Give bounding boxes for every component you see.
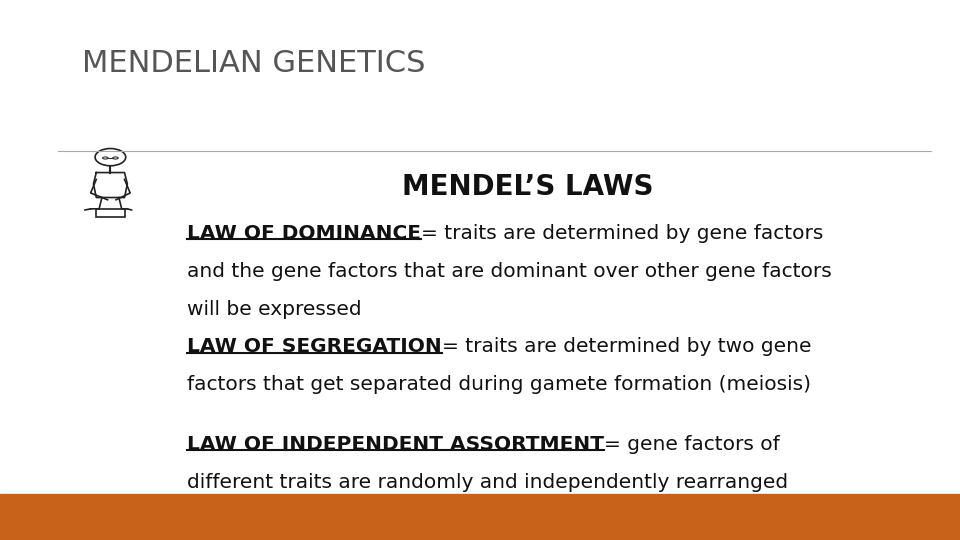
Bar [96, 209, 125, 217]
Text: LAW OF INDEPENDENT ASSORTMENT: LAW OF INDEPENDENT ASSORTMENT [187, 435, 604, 454]
Text: LAW OF DOMINANCE: LAW OF DOMINANCE [187, 224, 421, 243]
Text: different traits are randomly and independently rearranged: different traits are randomly and indepe… [187, 472, 788, 491]
Text: MENDELIAN GENETICS: MENDELIAN GENETICS [82, 49, 425, 78]
Text: during crossing over: during crossing over [187, 510, 394, 529]
Text: and the gene factors that are dominant over other gene factors: and the gene factors that are dominant o… [187, 262, 832, 281]
Text: = traits are determined by two gene: = traits are determined by two gene [442, 338, 811, 356]
Text: = gene factors of: = gene factors of [604, 435, 780, 454]
Text: LAW OF SEGREGATION: LAW OF SEGREGATION [187, 338, 442, 356]
Text: will be expressed: will be expressed [187, 300, 362, 319]
Text: MENDEL’S LAWS: MENDEL’S LAWS [402, 173, 654, 201]
Bar [0, 494, 960, 540]
Text: = traits are determined by gene factors: = traits are determined by gene factors [421, 224, 824, 243]
Text: factors that get separated during gamete formation (meiosis): factors that get separated during gamete… [187, 375, 811, 394]
